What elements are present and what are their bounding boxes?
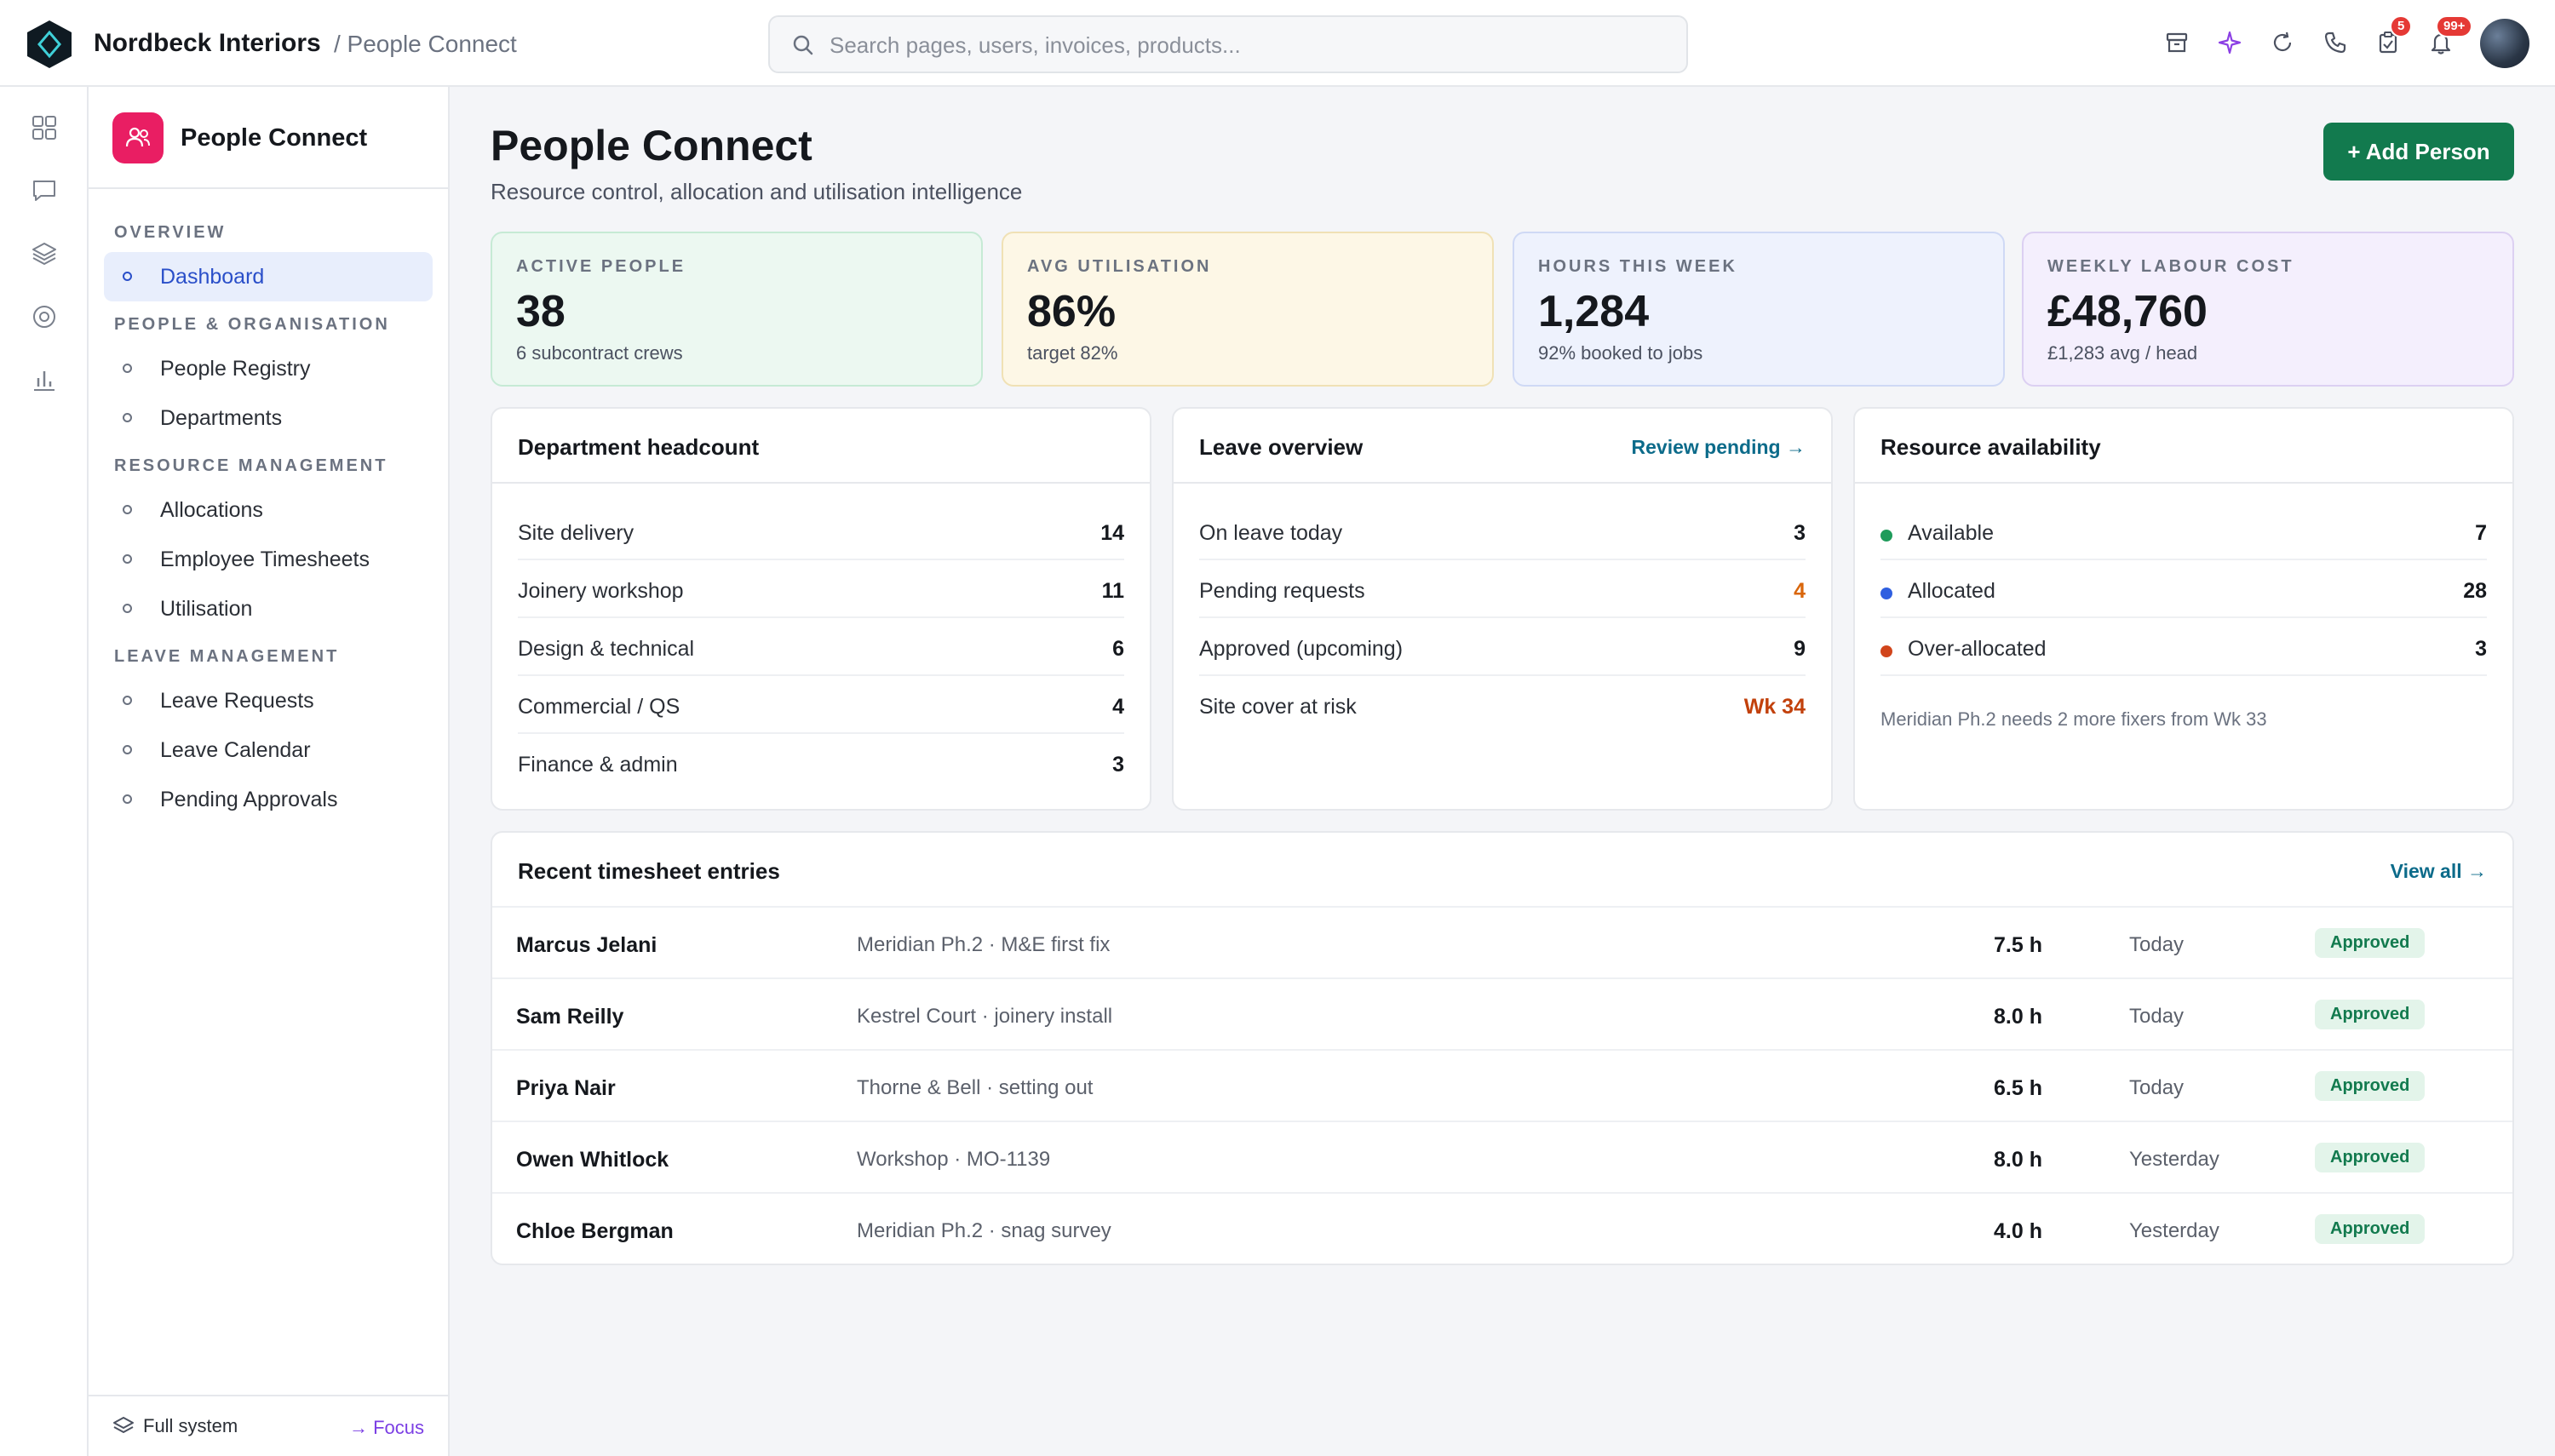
list-item: Design & technical 6	[518, 618, 1124, 676]
add-person-button[interactable]: + Add Person	[2323, 123, 2514, 181]
bullet-icon	[123, 413, 132, 422]
bullet-icon	[123, 604, 132, 613]
search-icon	[793, 35, 813, 55]
list-item: Over-allocated 3	[1880, 618, 2487, 676]
bullet-icon	[123, 696, 132, 705]
sidebar-item-departments[interactable]: Departments	[104, 393, 433, 443]
bullet-icon	[123, 745, 132, 754]
sidebar: People Connect OVERVIEW Dashboard PEOPLE…	[89, 87, 450, 1456]
list-item: Commercial / QS 4	[518, 676, 1124, 734]
sidebar-item-dashboard[interactable]: Dashboard	[104, 252, 433, 301]
status-dot-icon	[1880, 645, 1892, 657]
sidebar-header: People Connect	[89, 87, 448, 189]
review-pending-link[interactable]: Review pending →	[1631, 436, 1806, 458]
status-badge: Approved	[2315, 1000, 2426, 1029]
view-all-link[interactable]: View all →	[2390, 860, 2487, 882]
list-item: Site delivery 14	[518, 502, 1124, 560]
layers-icon	[113, 1417, 134, 1434]
status-badge: Approved	[2315, 1214, 2426, 1244]
list-item: On leave today 3	[1199, 502, 1806, 560]
leave-overview-card: Leave overview Review pending → On leave…	[1172, 407, 1833, 811]
sidebar-item-people-registry[interactable]: People Registry	[104, 344, 433, 393]
status-badge: Approved	[2315, 928, 2426, 958]
status-dot-icon	[1880, 588, 1892, 599]
sidebar-item-utilisation[interactable]: Utilisation	[104, 584, 433, 633]
sidebar-item-allocations[interactable]: Allocations	[104, 485, 433, 535]
bullet-icon	[123, 505, 132, 514]
department-headcount-card: Department headcount Site delivery 14 Joi…	[491, 407, 1151, 811]
logo-icon[interactable]	[26, 19, 73, 70]
sidebar-footer: Full system → Focus	[89, 1395, 448, 1456]
bullet-icon	[123, 794, 132, 804]
notifications-badge: 99+	[2436, 15, 2473, 37]
brand-name[interactable]: Nordbeck Interiors	[94, 29, 321, 57]
refresh-icon[interactable]	[2265, 26, 2300, 60]
recent-timesheets-card: Recent timesheet entries View all → Marc…	[491, 831, 2514, 1265]
sidebar-item-leave-calendar[interactable]: Leave Calendar	[104, 725, 433, 775]
phone-icon[interactable]	[2318, 26, 2352, 60]
table-row[interactable]: Priya Nair Thorne & Bell · setting out 6.5…	[492, 1049, 2512, 1121]
status-badge: Approved	[2315, 1143, 2426, 1172]
sidebar-item-pending-approvals[interactable]: Pending Approvals	[104, 775, 433, 824]
bullet-icon	[123, 554, 132, 564]
list-item: Site cover at risk Wk 34	[1199, 695, 1806, 719]
status-badge: Approved	[2315, 1071, 2426, 1101]
focus-link[interactable]: → Focus	[348, 1417, 424, 1438]
list-item: Finance & admin 3	[518, 753, 1124, 777]
search-input[interactable]	[830, 27, 1664, 63]
sidebar-item-leave-requests[interactable]: Leave Requests	[104, 676, 433, 725]
stat-weekly-labour-cost: WEEKLY LABOUR COST £48,760 £1,283 avg / …	[2022, 232, 2514, 387]
grid-icon[interactable]	[27, 111, 61, 145]
list-item: Joinery workshop 11	[518, 560, 1124, 618]
card-title: Department headcount	[518, 434, 760, 460]
card-title: Recent timesheet entries	[518, 858, 780, 884]
page-subtitle: Resource control, allocation and utilisa…	[491, 179, 1023, 204]
icon-rail	[0, 87, 89, 1456]
sparkle-icon[interactable]	[2213, 26, 2247, 60]
resource-availability-card: Resource availability Available 7 Allocat…	[1853, 407, 2514, 811]
breadcrumb: / People Connect	[334, 31, 517, 57]
stat-active-people: ACTIVE PEOPLE 38 6 subcontract crews	[491, 232, 983, 387]
bullet-icon	[123, 272, 132, 281]
sidebar-title: People Connect	[181, 124, 368, 152]
card-title: Leave overview	[1199, 434, 1364, 460]
layers-icon[interactable]	[27, 237, 61, 271]
bullet-icon	[123, 364, 132, 373]
stat-avg-utilisation: AVG UTILISATION 86% target 82%	[1002, 232, 1494, 387]
avatar[interactable]	[2480, 19, 2529, 68]
tasks-badge: 5	[2390, 15, 2413, 37]
stat-hours-this-week: HOURS THIS WEEK 1,284 92% booked to jobs	[1513, 232, 2005, 387]
top-bar: Nordbeck Interiors / People Connect 5 99…	[0, 0, 2555, 87]
table-row[interactable]: Chloe Bergman Meridian Ph.2 · snag survey…	[492, 1192, 2512, 1264]
list-item: Approved (upcoming) 9	[1199, 618, 1806, 676]
section-overview: OVERVIEW	[114, 223, 227, 242]
full-system-toggle[interactable]: Full system	[112, 1415, 238, 1437]
archive-icon[interactable]	[2160, 26, 2194, 60]
target-icon[interactable]	[27, 300, 61, 334]
page-title: People Connect	[491, 122, 812, 169]
section-people: PEOPLE & ORGANISATION	[114, 315, 390, 334]
people-icon	[112, 112, 164, 163]
table-row[interactable]: Owen Whitlock Workshop · MO-1139 8.0 h Yest…	[492, 1121, 2512, 1192]
list-item: Allocated 28	[1880, 560, 2487, 618]
card-title: Resource availability	[1880, 434, 2101, 460]
search-box[interactable]	[768, 15, 1688, 73]
status-dot-icon	[1880, 530, 1892, 542]
list-item: Available 7	[1880, 502, 2487, 560]
bar-chart-icon[interactable]	[27, 363, 61, 397]
chat-icon[interactable]	[27, 174, 61, 208]
table-row[interactable]: Marcus Jelani Meridian Ph.2 · M&E first f…	[492, 906, 2512, 977]
section-leave: LEAVE MANAGEMENT	[114, 647, 340, 666]
section-resource: RESOURCE MANAGEMENT	[114, 456, 388, 475]
availability-note: Meridian Ph.2 needs 2 more fixers from W…	[1880, 708, 2267, 730]
bell-icon[interactable]: 99+	[2424, 15, 2473, 60]
sidebar-item-employee-timesheets[interactable]: Employee Timesheets	[104, 535, 433, 584]
tasks-icon[interactable]: 5	[2371, 15, 2413, 60]
table-row[interactable]: Sam Reilly Kestrel Court · joinery instal…	[492, 977, 2512, 1049]
list-item: Pending requests 4	[1199, 560, 1806, 618]
